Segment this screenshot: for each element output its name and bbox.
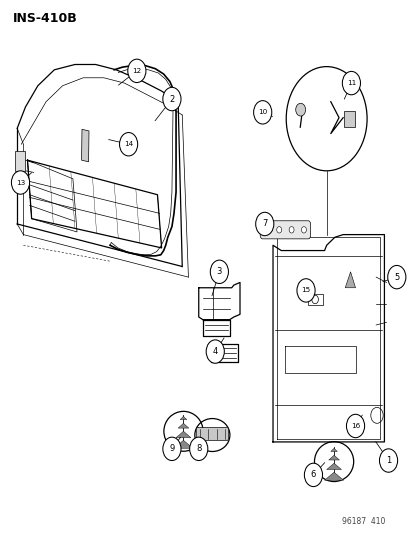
FancyBboxPatch shape xyxy=(196,427,228,440)
Polygon shape xyxy=(324,472,343,480)
Text: 3: 3 xyxy=(216,268,221,276)
Circle shape xyxy=(301,227,306,233)
Polygon shape xyxy=(178,423,188,428)
Circle shape xyxy=(342,71,360,95)
Circle shape xyxy=(276,227,281,233)
Text: INS-410B: INS-410B xyxy=(13,12,78,26)
Text: 10: 10 xyxy=(257,109,267,115)
Circle shape xyxy=(206,340,224,364)
Text: 15: 15 xyxy=(301,287,310,294)
Polygon shape xyxy=(173,440,192,448)
Circle shape xyxy=(346,414,364,438)
Text: 16: 16 xyxy=(350,423,359,429)
Polygon shape xyxy=(344,272,355,288)
Polygon shape xyxy=(176,431,190,438)
Circle shape xyxy=(128,59,145,83)
Circle shape xyxy=(162,87,180,111)
Circle shape xyxy=(387,265,405,289)
Circle shape xyxy=(295,103,305,116)
Polygon shape xyxy=(81,130,89,162)
Circle shape xyxy=(119,133,138,156)
Text: 2: 2 xyxy=(169,94,174,103)
Text: 8: 8 xyxy=(196,445,201,454)
Bar xyxy=(15,151,25,171)
FancyBboxPatch shape xyxy=(260,221,310,239)
Text: 5: 5 xyxy=(393,273,399,281)
Circle shape xyxy=(379,449,396,472)
Text: 11: 11 xyxy=(346,80,355,86)
Text: 7: 7 xyxy=(261,220,267,229)
Circle shape xyxy=(304,463,322,487)
Circle shape xyxy=(264,227,268,233)
Text: 96187  410: 96187 410 xyxy=(341,517,385,526)
Text: 14: 14 xyxy=(123,141,133,147)
FancyBboxPatch shape xyxy=(344,111,354,127)
Circle shape xyxy=(189,437,207,461)
Polygon shape xyxy=(330,448,337,451)
Text: 9: 9 xyxy=(169,445,174,454)
Text: 13: 13 xyxy=(16,180,25,185)
Circle shape xyxy=(12,171,29,194)
Circle shape xyxy=(288,227,293,233)
Polygon shape xyxy=(328,455,339,460)
Text: 1: 1 xyxy=(385,456,390,465)
Polygon shape xyxy=(326,463,341,470)
Text: 6: 6 xyxy=(310,471,316,479)
Circle shape xyxy=(162,437,180,461)
Circle shape xyxy=(210,260,228,284)
Text: 12: 12 xyxy=(132,68,141,74)
Polygon shape xyxy=(180,416,186,419)
Circle shape xyxy=(296,279,314,302)
Circle shape xyxy=(255,212,273,236)
Text: 4: 4 xyxy=(212,347,217,356)
Circle shape xyxy=(253,101,271,124)
